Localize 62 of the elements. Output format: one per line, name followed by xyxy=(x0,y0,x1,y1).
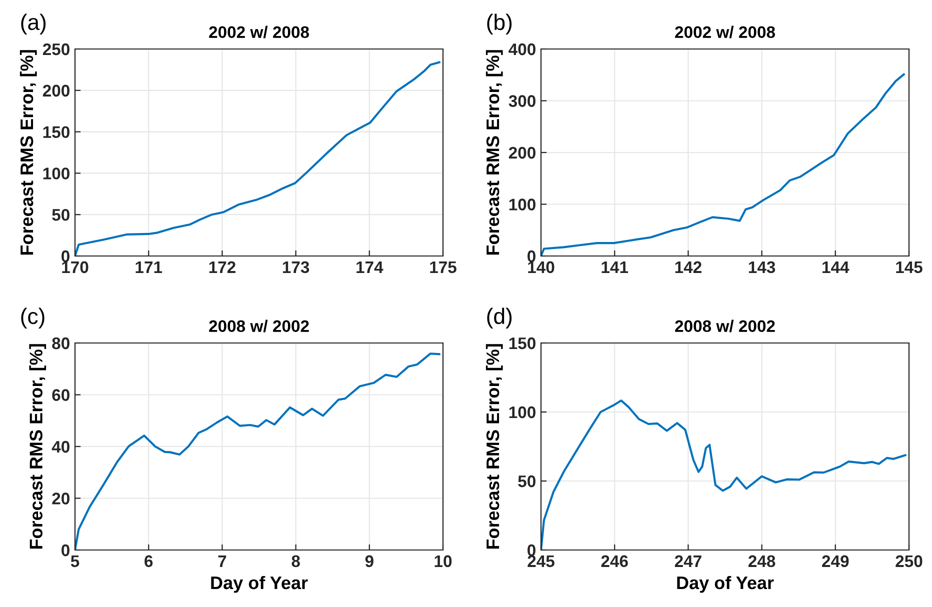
y-tick-label: 50 xyxy=(52,209,70,221)
x-tick-label: 250 xyxy=(896,555,922,568)
y-axis-title: Forecast RMS Error, [%] xyxy=(486,344,503,549)
y-tick-label: 80 xyxy=(52,337,70,350)
x-tick-label: 142 xyxy=(675,261,702,273)
x-tick-label: 174 xyxy=(356,261,384,273)
chart-title: 2008 w/ 2002 xyxy=(209,320,309,332)
y-axis-title: Forecast RMS Error, [%] xyxy=(29,344,46,549)
x-axis-title: Day of Year xyxy=(211,576,308,593)
y-tick-label: 100 xyxy=(43,168,70,180)
x-tick-label: 9 xyxy=(365,555,374,568)
y-tick-label: 50 xyxy=(518,475,536,488)
y-tick-label: 0 xyxy=(62,250,70,262)
x-tick-label: 145 xyxy=(896,261,922,274)
y-tick-label: 0 xyxy=(528,250,536,262)
y-tick-label: 0 xyxy=(62,544,70,556)
x-tick-label: 245 xyxy=(528,555,554,568)
y-tick-label: 300 xyxy=(508,95,536,107)
chart-title: 2002 w/ 2008 xyxy=(209,26,309,38)
y-tick-label: 0 xyxy=(528,544,536,556)
x-tick-label: 143 xyxy=(748,261,776,274)
y-tick-label: 150 xyxy=(509,337,536,350)
y-tick-label: 200 xyxy=(42,84,70,97)
x-tick-label: 247 xyxy=(674,555,702,567)
x-tick-label: 249 xyxy=(822,555,849,568)
x-tick-label: 175 xyxy=(430,261,456,274)
x-tick-label: 7 xyxy=(218,555,226,567)
x-tick-label: 173 xyxy=(282,261,310,274)
y-tick-label: 20 xyxy=(52,492,70,504)
y-tick-label: 100 xyxy=(509,198,536,210)
y-axis-title: Forecast RMS Error, [%] xyxy=(20,50,37,255)
x-tick-label: 6 xyxy=(144,555,153,568)
x-tick-label: 144 xyxy=(822,261,850,273)
x-tick-label: 248 xyxy=(748,555,776,568)
x-tick-label: 171 xyxy=(136,261,162,273)
x-axis-title: Day of Year xyxy=(677,576,774,593)
chart-title: 2008 w/ 2002 xyxy=(675,320,775,332)
x-tick-label: 141 xyxy=(602,261,628,273)
x-tick-label: 140 xyxy=(528,261,554,274)
y-tick-label: 150 xyxy=(43,126,70,138)
text: (b) xyxy=(487,14,512,34)
y-tick-label: 250 xyxy=(42,43,70,56)
x-tick-label: 8 xyxy=(292,555,300,568)
y-tick-label: 100 xyxy=(509,406,536,418)
text: (d) xyxy=(487,308,512,328)
x-tick-label: 5 xyxy=(70,555,80,568)
x-tick-label: 170 xyxy=(62,261,88,274)
x-tick-label: 172 xyxy=(209,261,236,273)
y-tick-label: 60 xyxy=(52,389,70,401)
line-series xyxy=(541,73,905,256)
x-tick-label: 10 xyxy=(434,555,452,568)
line-series xyxy=(75,352,440,550)
text: (a) xyxy=(21,14,46,34)
y-axis-title: Forecast RMS Error, [%] xyxy=(486,50,503,255)
x-tick-label: 246 xyxy=(601,555,628,568)
line-series xyxy=(541,400,906,550)
chart-title: 2002 w/ 2008 xyxy=(675,26,775,38)
y-tick-label: 400 xyxy=(508,43,536,56)
y-tick-label: 40 xyxy=(52,440,70,453)
text: (c) xyxy=(21,308,44,328)
line-series xyxy=(75,61,440,256)
y-tick-label: 200 xyxy=(508,146,536,159)
